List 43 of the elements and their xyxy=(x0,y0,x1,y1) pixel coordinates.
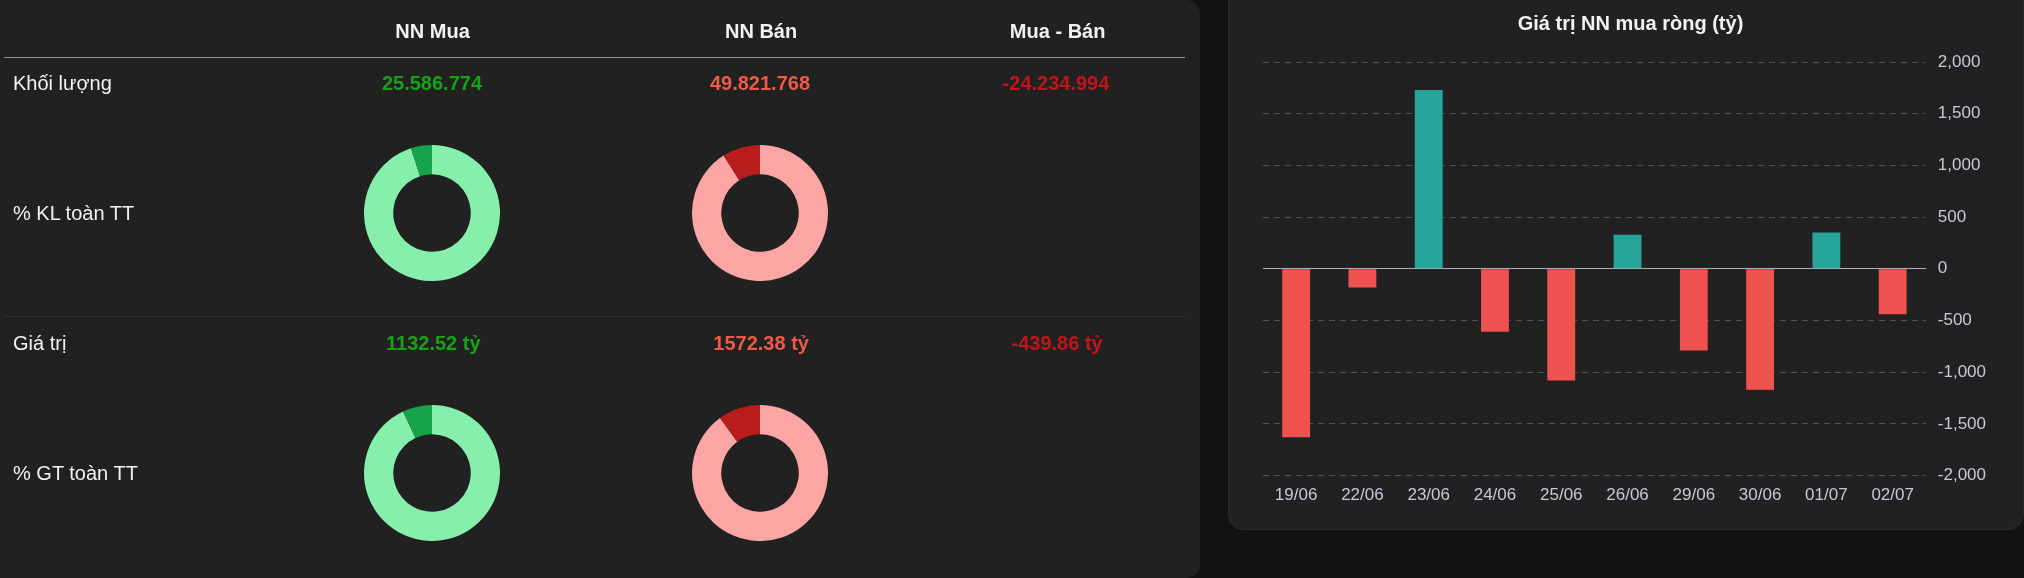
category-label: NN Bán xyxy=(724,19,798,43)
bar xyxy=(1481,269,1509,332)
x-tick-label: 29/06 xyxy=(1672,485,1716,505)
x-tick-label: 01/07 xyxy=(1805,485,1848,505)
bar xyxy=(1613,234,1642,269)
bar xyxy=(1679,269,1708,351)
text: -439.86 tỷ xyxy=(1011,332,1103,354)
category-label: % GT toàn TT xyxy=(13,462,138,484)
category-label: NN Mua xyxy=(395,19,470,43)
x-tick-label: 24/06 xyxy=(1473,485,1517,505)
x-tick-label: 30/06 xyxy=(1738,485,1782,505)
y-tick-label: -1,500 xyxy=(1937,413,1986,433)
x-tick-label: 26/06 xyxy=(1606,485,1649,505)
bar xyxy=(1282,269,1311,438)
bar xyxy=(1348,269,1377,288)
bar xyxy=(1812,232,1841,269)
category-label: Mua - Bán xyxy=(1009,19,1106,43)
text: -24.234.994 xyxy=(1002,72,1110,94)
chart-title: Giá trị NN mua ròng (tỷ) xyxy=(1517,11,1744,34)
y-tick-label: -2,000 xyxy=(1937,465,1986,485)
x-tick-label: 22/06 xyxy=(1341,485,1384,505)
text: 25.586.774 xyxy=(381,72,483,94)
category-label: Giá trị xyxy=(13,332,67,354)
x-tick-label: 19/06 xyxy=(1274,485,1318,505)
bar xyxy=(1414,89,1443,269)
y-tick-label: 1,000 xyxy=(1937,155,1981,175)
text: 1132.52 tỷ xyxy=(386,332,481,354)
category-label: Khối lượng xyxy=(13,72,112,94)
x-tick-label: 23/06 xyxy=(1407,485,1450,505)
y-tick-label: 1,500 xyxy=(1937,103,1981,123)
bar xyxy=(1878,269,1907,315)
y-tick-label: 500 xyxy=(1937,206,1967,226)
y-tick-label: 2,000 xyxy=(1937,51,1981,71)
bar xyxy=(1547,269,1576,381)
text: 49.821.768 xyxy=(709,72,811,94)
x-tick-label: 25/06 xyxy=(1539,485,1583,505)
y-tick-label: 0 xyxy=(1937,258,1948,278)
text: 1572.38 tỷ xyxy=(713,332,809,354)
y-tick-label: -1,000 xyxy=(1937,361,1986,381)
x-tick-label: 02/07 xyxy=(1871,485,1914,505)
y-tick-label: -500 xyxy=(1937,310,1972,330)
category-label: % KL toàn TT xyxy=(13,202,135,224)
bar xyxy=(1746,269,1775,390)
